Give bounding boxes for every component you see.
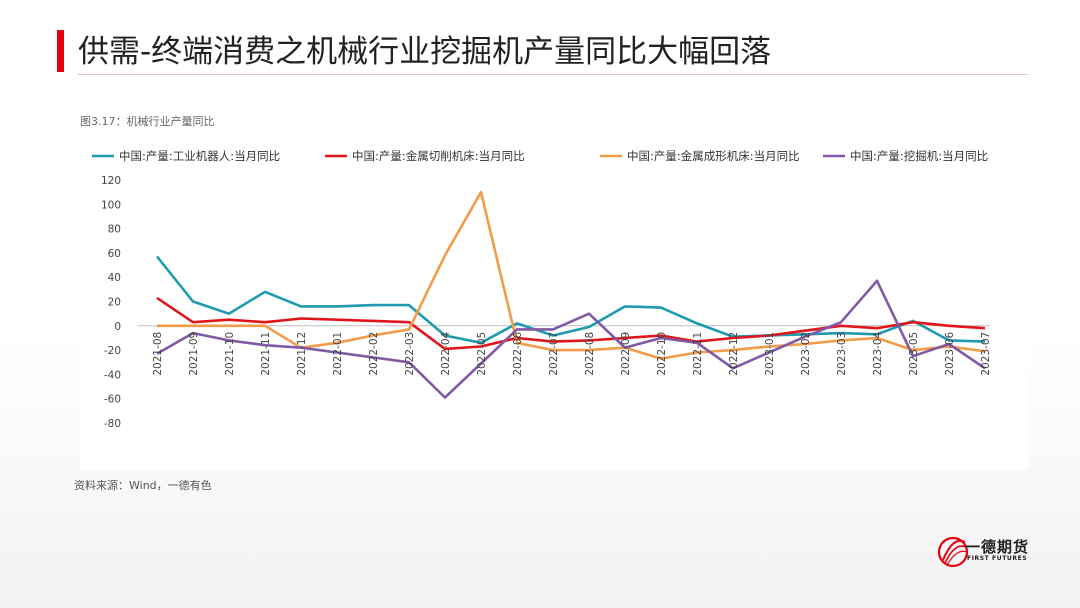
legend-label: 中国:产量:金属成形机床:当月同比 xyxy=(627,149,800,163)
x-tick-label: 2022-07 xyxy=(548,332,560,376)
x-tick-label: 2022-08 xyxy=(584,332,596,376)
x-tick-label: 2022-06 xyxy=(512,331,524,375)
logo-text-en: FIRST FUTURES xyxy=(967,555,1028,562)
x-tick-label: 2022-10 xyxy=(656,332,668,376)
source-note: 资料来源：Wind，一德有色 xyxy=(74,479,212,492)
page-title: 供需-终端消费之机械行业挖掘机产量同比大幅回落 xyxy=(78,34,772,70)
y-tick-label: 40 xyxy=(108,272,121,284)
series-line xyxy=(157,190,986,360)
logo-mark-icon xyxy=(937,536,969,568)
x-tick-label: 2022-11 xyxy=(692,332,704,376)
y-tick-label: -40 xyxy=(104,369,121,381)
series-line xyxy=(155,255,986,345)
title-accent-bar xyxy=(57,30,64,72)
y-tick-label: 100 xyxy=(101,199,121,211)
line-chart: 中国:产量:工业机器人:当月同比 中国:产量:金属切削机床:当月同比 中国:产量:金… xyxy=(92,149,992,430)
legend-label: 中国:产量:工业机器人:当月同比 xyxy=(119,149,280,163)
chart-panel: 中国:产量:工业机器人:当月同比 中国:产量:金属切削机床:当月同比 中国:产量:金… xyxy=(80,137,1028,470)
y-tick-label: -80 xyxy=(104,418,121,430)
x-tick-label: 2022-05 xyxy=(476,332,488,376)
y-tick-label: 120 xyxy=(101,175,121,187)
x-axis: 2021-08 2021-09 2021-10 2021-11 2021-12 2022-… xyxy=(152,331,992,375)
logo-text-cn: 一德期货 xyxy=(965,538,1030,556)
x-tick-label: 2023-05 xyxy=(908,332,920,376)
y-tick-label: 20 xyxy=(108,297,121,309)
x-tick-label: 2022-12 xyxy=(728,332,740,376)
figure-label: 图3.17：机械行业产量同比 xyxy=(80,115,215,128)
legend-label: 中国:产量:金属切削机床:当月同比 xyxy=(352,149,525,163)
x-tick-label: 2021-09 xyxy=(188,332,200,376)
y-tick-label: 60 xyxy=(108,248,121,260)
y-axis: 120 100 80 60 40 20 0 -20 -40 -60 -80 xyxy=(101,175,121,430)
x-tick-label: 2023-06 xyxy=(944,331,956,375)
x-tick-label: 2021-11 xyxy=(260,332,272,376)
series-lines xyxy=(155,190,986,399)
x-tick-label: 2021-08 xyxy=(152,332,164,376)
chart-legend: 中国:产量:工业机器人:当月同比 中国:产量:金属切削机床:当月同比 中国:产量:金… xyxy=(92,149,988,163)
x-tick-label: 2021-10 xyxy=(224,332,236,376)
x-tick-label: 2022-09 xyxy=(620,332,632,376)
y-tick-label: -60 xyxy=(104,394,121,406)
x-tick-label: 2022-02 xyxy=(368,332,380,376)
y-tick-label: -20 xyxy=(104,345,121,357)
x-tick-label: 2023-04 xyxy=(872,331,884,375)
y-tick-label: 0 xyxy=(114,321,121,333)
x-tick-label: 2023-07 xyxy=(980,332,992,376)
title-underline xyxy=(78,74,1028,75)
x-tick-label: 2022-03 xyxy=(404,332,416,376)
legend-label: 中国:产量:挖掘机:当月同比 xyxy=(850,149,988,163)
x-tick-label: 2021-12 xyxy=(296,332,308,376)
x-tick-label: 2022-04 xyxy=(440,331,452,375)
x-tick-label: 2023-01 xyxy=(764,332,776,376)
x-tick-label: 2023-02 xyxy=(800,332,812,376)
x-tick-label: 2023-03 xyxy=(836,332,848,376)
series-line xyxy=(156,296,986,351)
series-line xyxy=(156,279,986,399)
x-tick-label: 2022-01 xyxy=(332,332,344,376)
y-tick-label: 80 xyxy=(108,224,121,236)
